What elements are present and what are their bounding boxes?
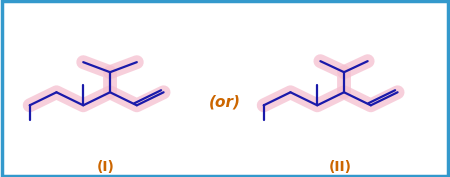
Text: (I): (I) [97,160,115,174]
Text: (II): (II) [328,160,351,174]
Text: 4-methyl-3-(propan-2-yl)hex-1-ene: 4-methyl-3-(propan-2-yl)hex-1-ene [41,7,409,26]
Text: (or): (or) [209,95,241,110]
